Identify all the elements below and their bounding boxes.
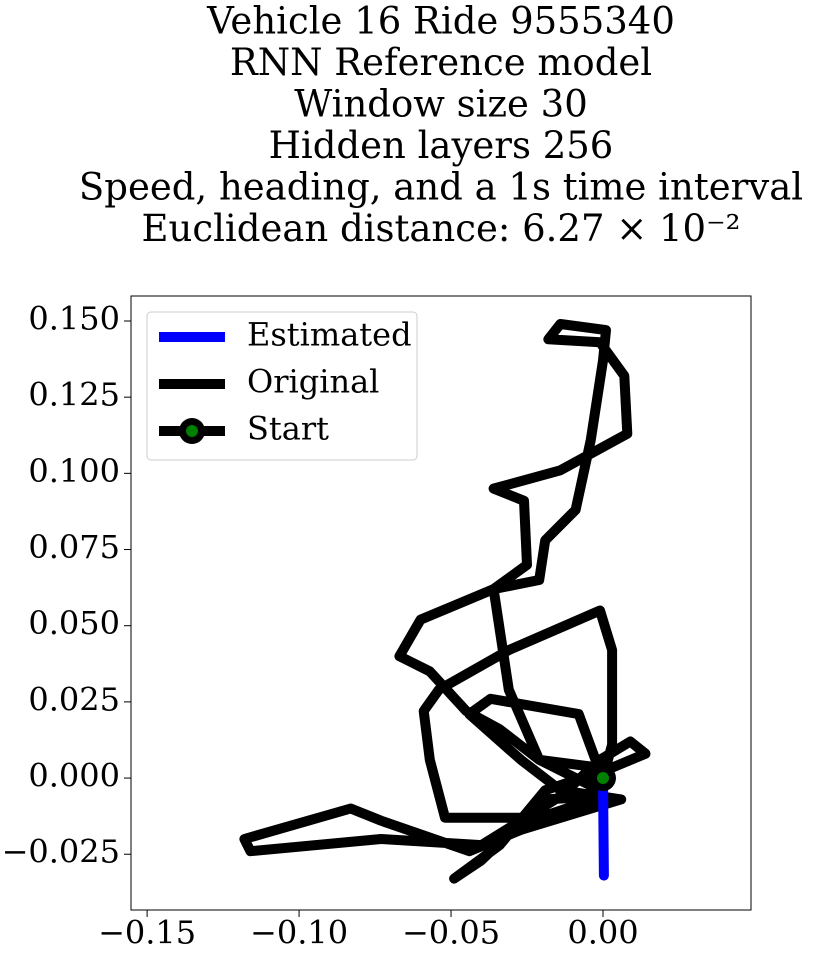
y-tick-label: 0.100 [28,452,120,490]
y-tick-label: 0.125 [28,376,120,414]
x-tick-label: −0.15 [98,914,196,952]
legend-marker-center [186,425,198,437]
legend-label: Start [247,410,329,448]
y-tick-label: 0.150 [28,299,120,337]
y-tick-label: −0.025 [2,833,120,871]
plot-frame [130,295,752,911]
legend: Estimated Original Start [146,311,418,461]
start-marker-center [596,772,609,785]
series-line [239,319,651,884]
x-tick-label: −0.10 [250,914,348,952]
plot-lines [239,319,651,884]
title-line: Vehicle 16 Ride 9555340 [206,0,675,43]
title-line: Speed, heading, and a 1s time interval [79,166,803,209]
y-tick-label: 0.025 [28,680,120,718]
y-tick-label: 0.000 [28,757,120,795]
axes: −0.15 −0.10 −0.05 0.00 −0.025 0.000 0.025 0.050… [2,299,639,951]
series-line [598,773,609,881]
legend-frame [146,311,418,461]
title-line: Window size 30 [294,83,588,126]
x-tick-label: 0.00 [567,914,638,952]
y-tick-label: 0.075 [28,528,120,566]
legend-label: Original [247,363,379,401]
title-line: Hidden layers 256 [269,124,614,167]
title-line: RNN Reference model [230,41,652,84]
title-line: Euclidean distance: 6.27 × 10⁻² [142,207,741,250]
y-tick-label: 0.050 [28,604,120,642]
x-tick-label: −0.05 [402,914,500,952]
legend-label: Estimated [247,316,412,354]
